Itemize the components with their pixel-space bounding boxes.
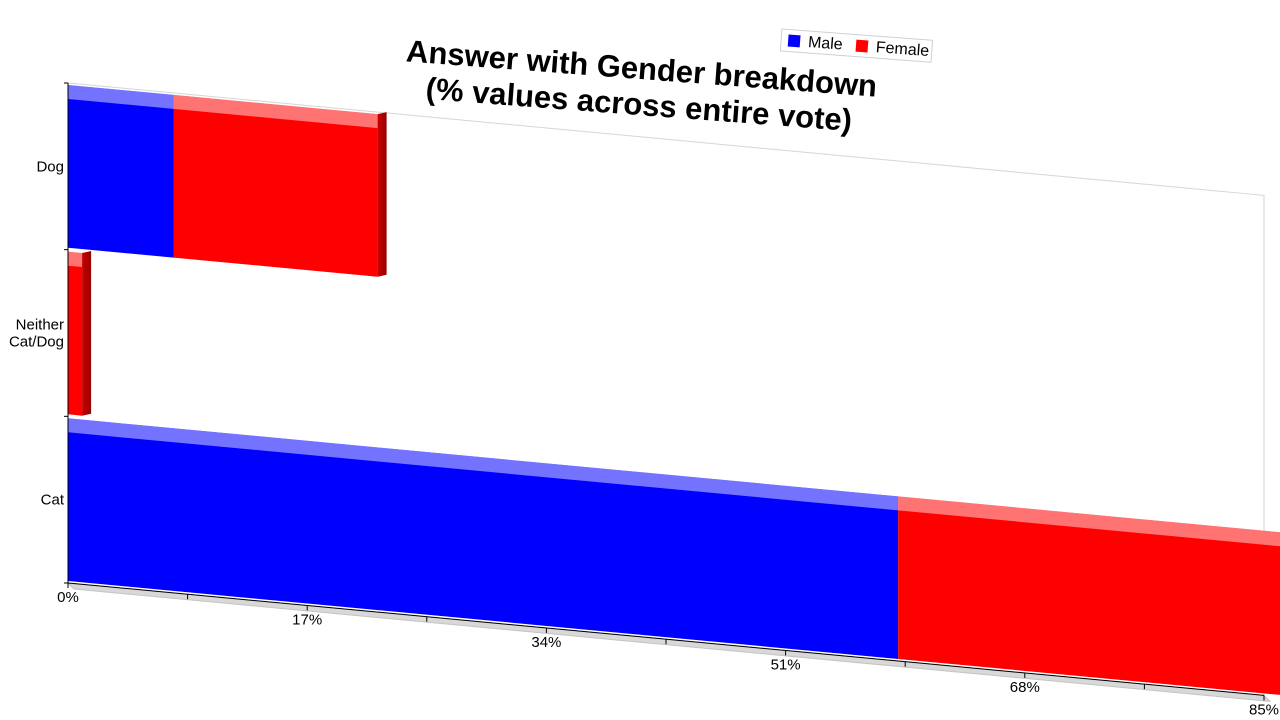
bar-end-cap — [377, 112, 387, 277]
x-tick-label: 17% — [292, 611, 322, 628]
bar-top-highlight — [173, 94, 378, 129]
x-tick-labels: 0% 17% 34% 51% 68% 85% — [57, 589, 1279, 718]
bar-top-highlight — [68, 251, 83, 267]
legend-label-female: Female — [875, 39, 930, 60]
category-label: Neither Cat/Dog — [9, 317, 64, 351]
bar-female-dog — [173, 94, 378, 277]
legend: Male Female — [779, 28, 934, 63]
category-labels: Dog Neither Cat/Dog Cat — [9, 158, 65, 508]
x-tick-label: 51% — [771, 656, 801, 673]
bar-male-dog — [68, 85, 174, 258]
bar-top-highlight — [898, 496, 1280, 547]
x-tick-label: 34% — [531, 634, 561, 651]
x-tick-label: 68% — [1010, 679, 1040, 696]
bar-female-neither-cat-dog — [68, 251, 83, 416]
category-label: Dog — [36, 158, 64, 175]
axes — [64, 82, 1265, 701]
legend-swatch-female — [855, 39, 869, 53]
bar-female-cat — [898, 496, 1280, 695]
bar-male-cat — [68, 418, 899, 659]
legend-swatch-male — [787, 34, 801, 48]
category-label: Cat — [41, 492, 65, 509]
bar-top-highlight — [68, 418, 899, 511]
legend-label-male: Male — [807, 34, 843, 54]
bars — [68, 85, 1280, 695]
x-tick-label: 0% — [57, 589, 79, 606]
bar-end-cap — [82, 251, 92, 416]
x-tick-label: 85% — [1249, 701, 1279, 718]
bar-top-highlight — [68, 85, 174, 109]
